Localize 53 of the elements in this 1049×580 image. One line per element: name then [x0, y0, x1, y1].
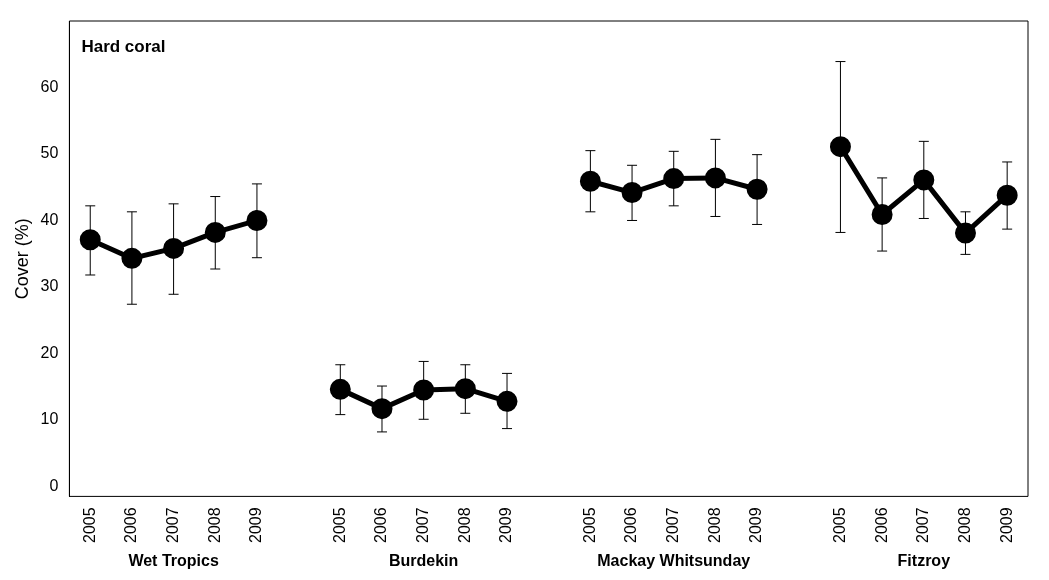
- point: [704, 167, 726, 189]
- point: [996, 184, 1018, 206]
- x-tick-label: 2009: [247, 507, 265, 543]
- x-tick-label: 2005: [830, 507, 848, 543]
- x-tick-label: 2005: [80, 507, 98, 543]
- point: [454, 378, 476, 400]
- y-tick-label: 0: [49, 476, 59, 494]
- x-tick-label: 2006: [122, 507, 140, 543]
- y-tick-label: 10: [40, 410, 59, 428]
- point: [79, 229, 101, 251]
- y-tick-label: 50: [40, 144, 59, 162]
- x-tick-label: 2008: [705, 507, 723, 543]
- text: Hard coral: [81, 36, 166, 56]
- x-tick-label: 2006: [872, 507, 890, 543]
- point: [246, 209, 268, 231]
- y-tick-label: 30: [40, 277, 59, 295]
- point: [121, 247, 143, 269]
- point: [871, 203, 893, 225]
- x-tick-label: 2008: [455, 507, 473, 543]
- point: [913, 169, 935, 191]
- point: [204, 221, 226, 243]
- point: [163, 237, 185, 259]
- point: [829, 136, 851, 158]
- x-tick-label: 2007: [914, 507, 932, 543]
- x-tick-label: 2006: [372, 507, 390, 543]
- y-tick-label: 40: [40, 210, 59, 228]
- point: [663, 168, 685, 190]
- x-tick-label: 2008: [955, 507, 973, 543]
- x-tick-label: 2009: [747, 507, 765, 543]
- point: [413, 379, 435, 401]
- x-tick-label: 2005: [580, 507, 598, 543]
- text: Burdekin: [388, 552, 459, 570]
- point: [954, 222, 976, 244]
- point: [746, 178, 768, 200]
- text: Fitzroy: [897, 552, 951, 570]
- point: [371, 398, 393, 420]
- point: [496, 390, 518, 412]
- text: Wet Tropics: [128, 552, 219, 570]
- x-tick-label: 2007: [664, 507, 682, 543]
- x-tick-label: 2005: [330, 507, 348, 543]
- text: Mackay Whitsunday: [597, 552, 751, 570]
- point: [329, 378, 351, 400]
- x-tick-label: 2009: [497, 507, 515, 543]
- y-axis-title: Cover (%): [11, 218, 32, 300]
- x-tick-label: 2007: [164, 507, 181, 543]
- x-tick-label: 2007: [414, 507, 432, 543]
- y-tick-label: 60: [40, 77, 59, 95]
- x-tick-label: 2009: [997, 507, 1015, 543]
- y-tick-label: 20: [40, 343, 59, 361]
- point: [579, 170, 601, 192]
- x-tick-label: 2008: [205, 507, 223, 543]
- x-tick-label: 2006: [622, 507, 640, 543]
- point: [621, 182, 643, 204]
